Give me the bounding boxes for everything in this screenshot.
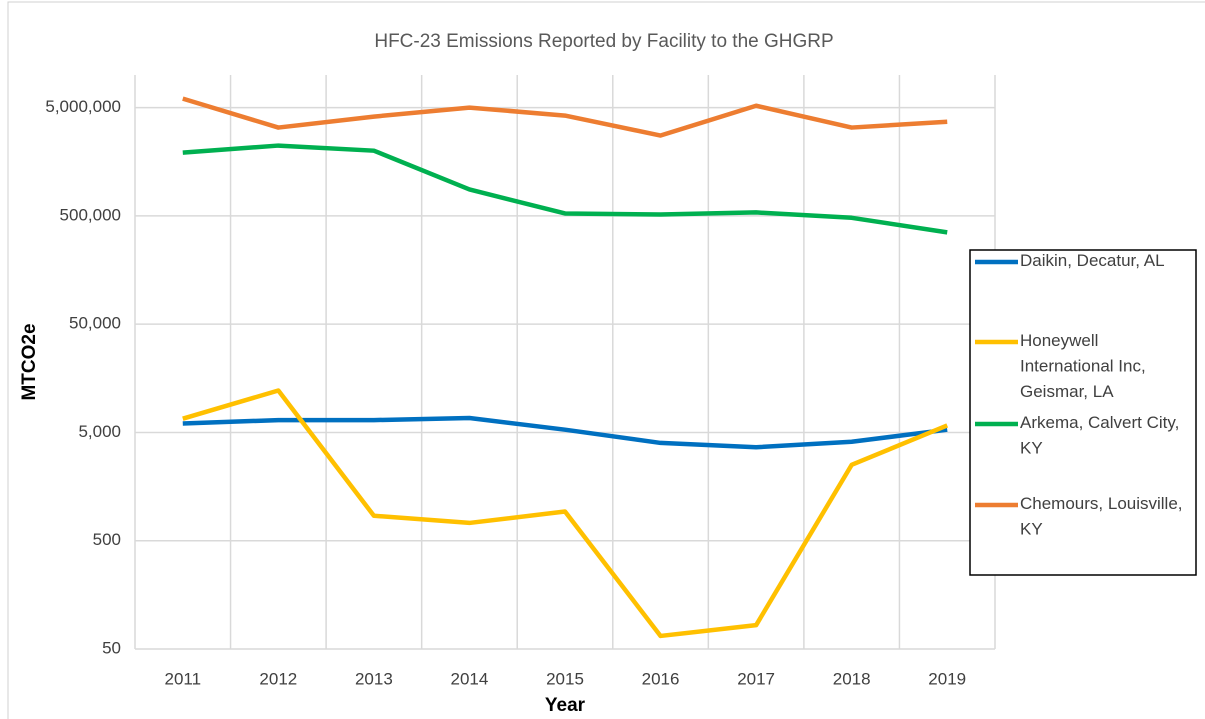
legend-label: Chemours, Louisville, KY xyxy=(1020,494,1183,539)
x-tick-label: 2011 xyxy=(164,669,201,688)
y-axis-label: MTCO2e xyxy=(19,323,40,400)
x-tick-label: 2013 xyxy=(355,669,393,688)
y-tick-label: 50,000 xyxy=(69,314,121,333)
series-line xyxy=(182,143,948,235)
series-line xyxy=(182,96,948,138)
legend-line: Honeywell xyxy=(1020,331,1098,350)
x-tick-label: 2018 xyxy=(833,669,871,688)
y-tick-label: 500,000 xyxy=(60,205,121,224)
legend-line: Chemours, Louisville, xyxy=(1020,494,1183,513)
x-tick-label: 2014 xyxy=(451,669,489,688)
y-tick-label: 500 xyxy=(93,530,121,549)
y-tick-label: 5,000,000 xyxy=(45,97,121,116)
chart-title: HFC-23 Emissions Reported by Facility to… xyxy=(374,31,833,52)
legend-line: KY xyxy=(1020,439,1043,458)
legend-label: Honeywell International Inc, Geismar, LA xyxy=(1020,331,1146,401)
series-line xyxy=(182,388,949,639)
legend-line: Arkema, Calvert City, xyxy=(1020,413,1179,432)
x-tick-label: 2012 xyxy=(259,669,297,688)
legend-label: Daikin, Decatur, AL xyxy=(1020,251,1165,270)
legend-line: International Inc, xyxy=(1020,357,1146,376)
legend-line: KY xyxy=(1020,520,1043,539)
legend: Daikin, Decatur, AL Honeywell Internationa… xyxy=(969,249,1197,576)
y-tick-label: 5,000 xyxy=(78,422,121,441)
x-tick-label: 2019 xyxy=(928,669,966,688)
y-tick-label: 50 xyxy=(102,638,121,657)
legend-line: Geismar, LA xyxy=(1020,382,1114,401)
x-axis-label: Year xyxy=(545,695,586,716)
x-tick-label: 2016 xyxy=(642,669,680,688)
x-tick-label: 2017 xyxy=(737,669,775,688)
x-tick-label: 2015 xyxy=(546,669,584,688)
legend-label: Arkema, Calvert City, KY xyxy=(1020,413,1179,458)
legend-line: Daikin, Decatur, AL xyxy=(1020,251,1165,270)
series-line xyxy=(182,415,948,450)
legend-box xyxy=(969,249,1197,576)
